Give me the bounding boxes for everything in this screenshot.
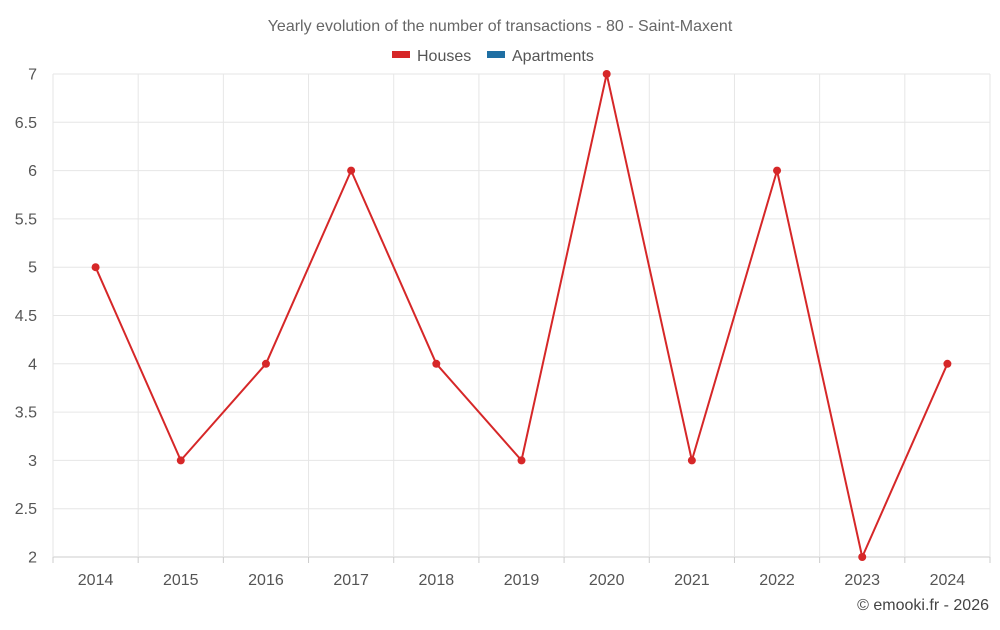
chart-title: Yearly evolution of the number of transa… [268, 18, 733, 35]
data-point[interactable] [176, 456, 185, 465]
data-point[interactable] [517, 456, 526, 465]
data-point[interactable] [773, 166, 782, 175]
legend-label-houses: Houses [417, 48, 471, 65]
y-tick-label: 7 [28, 67, 37, 84]
data-point[interactable] [858, 553, 867, 561]
x-tick-label: 2020 [589, 572, 625, 589]
x-tick-label: 2021 [674, 572, 710, 589]
credit-text: © emooki.fr - 2026 [857, 597, 989, 614]
legend-item-houses[interactable]: Houses [392, 48, 471, 65]
y-tick-label: 2 [28, 550, 37, 567]
y-axis: 2 2.5 3 3.5 4 4.5 5 5.5 6 6.5 7 [15, 67, 37, 567]
y-tick-label: 4.5 [15, 308, 37, 325]
x-tick-label: 2014 [78, 572, 114, 589]
x-tick-label: 2022 [759, 572, 795, 589]
x-tick-label: 2024 [930, 572, 966, 589]
grid [52, 73, 991, 558]
y-tick-label: 5.5 [15, 211, 37, 228]
data-point[interactable] [347, 166, 356, 175]
x-tick-label: 2018 [419, 572, 455, 589]
data-point[interactable] [261, 359, 270, 368]
data-point[interactable] [687, 456, 696, 465]
legend-swatch-houses [392, 51, 410, 58]
x-tick-label: 2023 [844, 572, 880, 589]
data-point[interactable] [943, 359, 952, 368]
y-tick-label: 4 [28, 356, 37, 373]
data-point[interactable] [432, 359, 441, 368]
x-axis: 2014 2015 2016 2017 2018 2019 2020 2021 2022 2023… [52, 557, 991, 589]
legend: Houses Apartments [392, 48, 594, 65]
legend-item-apartments[interactable]: Apartments [487, 48, 594, 65]
x-tick-label: 2017 [333, 572, 369, 589]
y-tick-label: 3 [28, 453, 37, 470]
y-tick-label: 6 [28, 163, 37, 180]
x-tick-label: 2016 [248, 572, 284, 589]
y-tick-label: 3.5 [15, 405, 37, 422]
series-houses [91, 70, 952, 561]
legend-swatch-apartments [487, 51, 505, 58]
y-tick-label: 5 [28, 260, 37, 277]
data-point[interactable] [602, 70, 611, 78]
y-tick-label: 2.5 [15, 501, 37, 518]
x-tick-label: 2015 [163, 572, 199, 589]
y-tick-label: 6.5 [15, 115, 37, 132]
legend-label-apartments: Apartments [512, 48, 594, 65]
data-point[interactable] [91, 263, 100, 272]
x-tick-label: 2019 [504, 572, 540, 589]
